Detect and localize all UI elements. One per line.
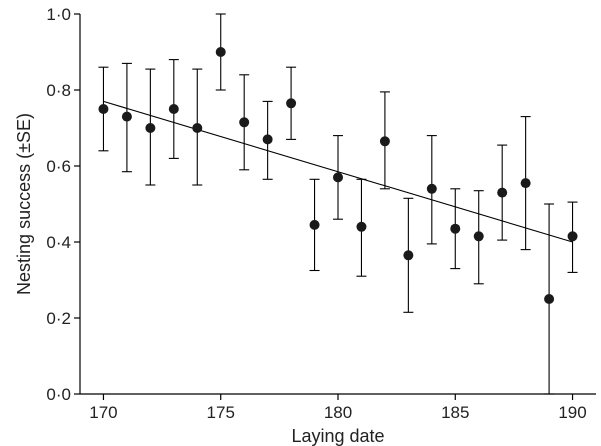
data-point — [192, 123, 203, 133]
data-point — [168, 104, 179, 114]
x-axis-title: Laying date — [291, 426, 384, 446]
data-point-group — [98, 66, 109, 152]
data-point-group — [215, 13, 226, 91]
data-point — [520, 178, 531, 189]
data-point-group — [239, 74, 250, 171]
y-tick-label: 0·0 — [46, 385, 71, 404]
y-axis-ticks: 0·0 0·2 0·4 0·6 0·8 1·0 — [46, 5, 80, 404]
x-axis-ticks: 170 175 180 185 190 — [89, 394, 587, 422]
y-tick-label: 0·8 — [46, 81, 71, 100]
x-tick-label: 180 — [324, 403, 352, 422]
data-point-group — [403, 197, 414, 313]
data-point — [356, 221, 367, 232]
data-point-group — [168, 59, 179, 159]
data-point — [567, 231, 578, 242]
data-point-group — [145, 68, 156, 186]
data-point-group — [450, 188, 461, 270]
y-tick-label: 0·6 — [46, 157, 71, 176]
data-point — [98, 104, 109, 114]
data-point-group — [286, 66, 297, 140]
data-point — [145, 123, 156, 133]
data-point-group — [121, 62, 132, 173]
data-point — [262, 134, 273, 145]
data-point — [403, 250, 414, 261]
x-tick-label: 190 — [558, 403, 586, 422]
x-tick-label: 170 — [89, 403, 117, 422]
y-tick-label: 1·0 — [46, 5, 71, 24]
data-point — [309, 219, 320, 230]
data-point-group — [520, 116, 531, 251]
data-point-group — [544, 203, 555, 395]
data-point-group — [333, 135, 343, 220]
data-point — [473, 231, 484, 242]
data-point — [215, 47, 226, 57]
data-point-group — [309, 178, 320, 272]
data-point — [450, 223, 461, 234]
data-point — [426, 183, 437, 194]
y-tick-label: 0·2 — [46, 309, 71, 328]
y-axis-title: Nesting success (±SE) — [14, 113, 34, 295]
data-point — [121, 111, 132, 122]
data-point-group — [497, 144, 508, 241]
data-point-group — [262, 100, 273, 180]
data-point — [379, 136, 390, 147]
data-point-group — [192, 68, 203, 186]
data-point-group — [567, 201, 578, 273]
data-point — [286, 98, 297, 109]
x-tick-label: 185 — [441, 403, 469, 422]
y-tick-label: 0·4 — [46, 233, 71, 252]
data-point-group — [426, 135, 437, 245]
data-point-group — [379, 91, 390, 190]
data-point — [333, 172, 343, 183]
plot-area — [98, 13, 578, 395]
data-point — [544, 294, 555, 304]
data-point — [497, 187, 508, 198]
data-point-group — [356, 178, 367, 277]
data-point — [239, 117, 250, 128]
x-tick-label: 175 — [207, 403, 235, 422]
data-point-group — [473, 190, 484, 285]
